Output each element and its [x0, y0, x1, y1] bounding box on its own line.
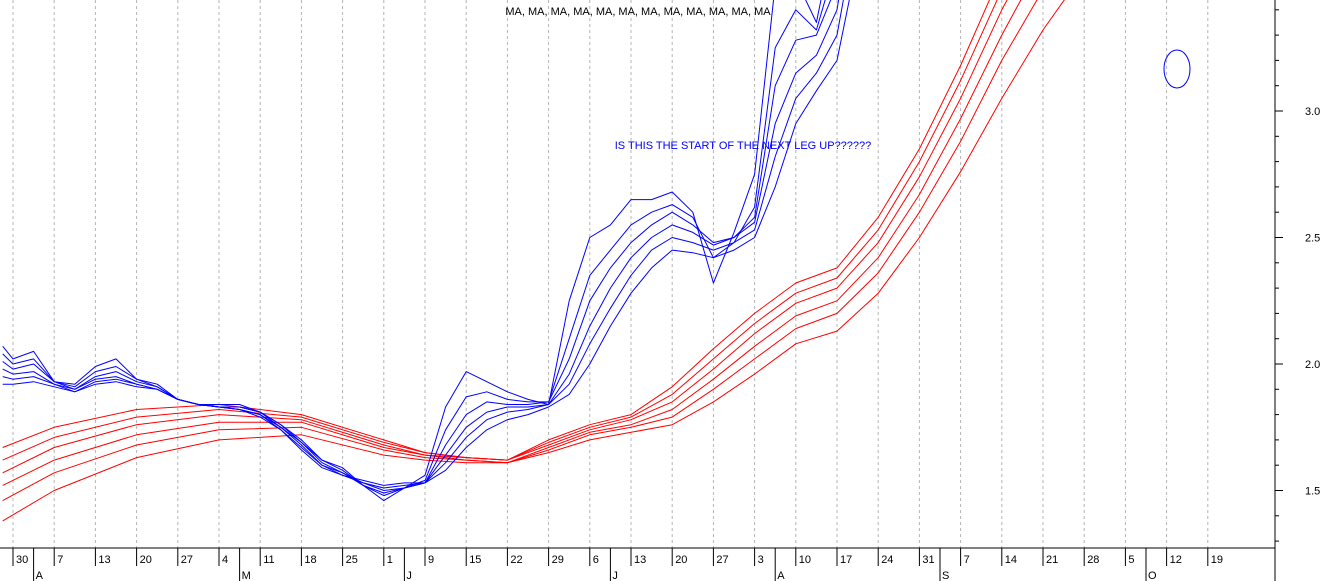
axes — [0, 0, 1276, 581]
x-tick-label: 27 — [181, 554, 193, 566]
month-tick-label: A — [777, 570, 785, 581]
x-tick-label: 21 — [1046, 554, 1058, 566]
short-term-ma-line — [2, 0, 832, 494]
x-tick-label: 20 — [675, 554, 687, 566]
x-tick-label: 18 — [304, 554, 316, 566]
x-tick-label: 19 — [1211, 554, 1223, 566]
x-tick-label: 9 — [428, 554, 434, 566]
x-tick-label: 25 — [346, 554, 358, 566]
long-term-ma-lines — [2, 0, 1065, 522]
short-term-ma-line — [2, 0, 850, 486]
y-axis-ticks: 1.52.02.53.03.54.04.55.0 — [1275, 9, 1320, 542]
x-tick-label: 30 — [16, 554, 28, 566]
month-tick-label: J — [612, 570, 618, 581]
chart-title: MA, MA, MA, MA, MA, MA, MA, MA, MA, MA, … — [505, 6, 771, 18]
x-tick-label: 11 — [263, 554, 274, 566]
x-axis-ticks: 30 7 13 20 27 4 11 18 25 1 9 15 22 29 6 13 20 27 3 10 17 24 31… — [12, 548, 1223, 581]
x-tick-label: 13 — [634, 554, 646, 566]
long-term-ma-line — [2, 0, 1065, 522]
x-tick-label: 12 — [1170, 554, 1182, 566]
short-term-ma-line — [2, 0, 844, 489]
x-tick-label: 5 — [1128, 554, 1134, 566]
x-tick-label: 10 — [799, 554, 811, 566]
short-term-ma-line — [2, 0, 826, 497]
y-tick-label: 1.5 — [1305, 486, 1320, 498]
x-tick-label: 20 — [140, 554, 152, 566]
y-tick-label: 3.0 — [1305, 106, 1320, 118]
month-tick-label: S — [942, 570, 949, 581]
short-term-ma-line — [2, 0, 822, 502]
x-tick-label: 31 — [922, 554, 934, 566]
x-tick-label: 24 — [881, 554, 893, 566]
long-term-ma-line — [2, 0, 1038, 502]
long-term-ma-line — [2, 0, 998, 461]
long-term-ma-line — [2, 0, 990, 461]
long-term-ma-line — [2, 0, 1022, 486]
x-tick-label: 29 — [552, 554, 564, 566]
long-term-ma-line — [2, 0, 1008, 474]
x-tick-label: 1 — [387, 554, 393, 566]
x-tick-label: 14 — [1005, 554, 1017, 566]
x-tick-label: 15 — [469, 554, 481, 566]
x-tick-label: 3 — [758, 554, 764, 566]
chart-annotation: IS THIS THE START OF THE NEXT LEG UP????… — [615, 140, 872, 152]
y-tick-label: 2.5 — [1305, 233, 1320, 245]
month-tick-label: M — [242, 570, 251, 581]
x-tick-label: 7 — [57, 554, 63, 566]
x-tick-label: 13 — [98, 554, 110, 566]
x-tick-label: 4 — [222, 554, 228, 566]
x-tick-label: 17 — [840, 554, 852, 566]
short-term-ma-lines — [2, 0, 850, 502]
x-tick-label: 7 — [964, 554, 970, 566]
x-tick-label: 22 — [510, 554, 522, 566]
short-term-ma-line — [2, 0, 840, 491]
grid — [12, 0, 1209, 548]
x-tick-label: 28 — [1087, 554, 1099, 566]
month-tick-label: J — [406, 570, 412, 581]
month-tick-label: A — [36, 570, 44, 581]
x-tick-label: 6 — [593, 554, 599, 566]
x-tick-label: 27 — [716, 554, 728, 566]
month-tick-label: O — [1148, 570, 1157, 581]
y-tick-label: 2.0 — [1305, 359, 1320, 371]
highlight-circle — [1163, 49, 1191, 89]
